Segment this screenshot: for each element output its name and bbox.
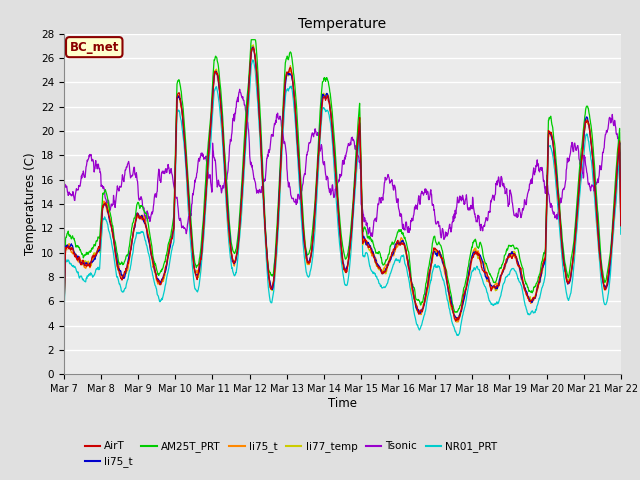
Legend: AirT, li75_t, AM25T_PRT, li75_t, li77_temp, Tsonic, NR01_PRT: AirT, li75_t, AM25T_PRT, li75_t, li77_te… [81,437,502,471]
Title: Temperature: Temperature [298,17,387,31]
Y-axis label: Temperatures (C): Temperatures (C) [24,153,37,255]
Text: BC_met: BC_met [70,41,119,54]
X-axis label: Time: Time [328,397,357,410]
